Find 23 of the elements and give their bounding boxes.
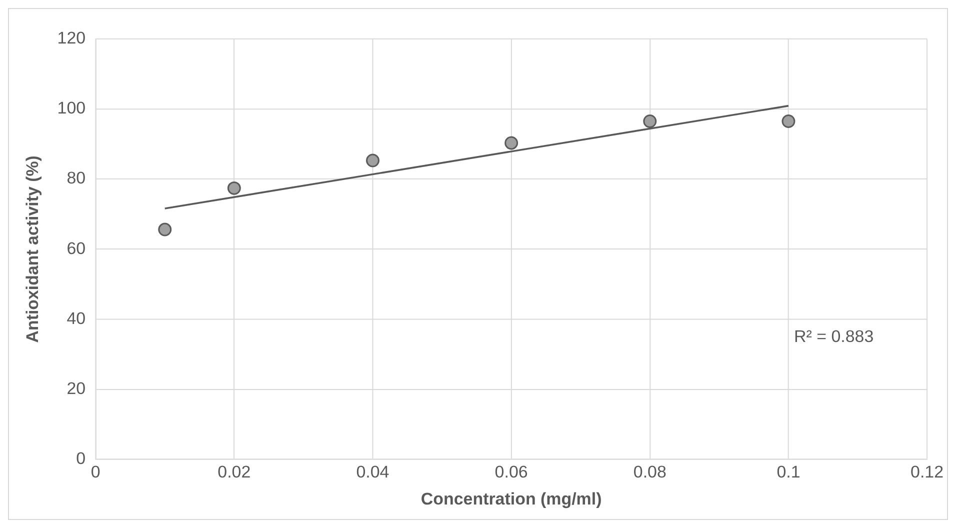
point bbox=[366, 154, 380, 168]
x-tick-label: 0.04 bbox=[356, 462, 390, 482]
point bbox=[782, 114, 796, 128]
y-tick-label: 80 bbox=[66, 168, 86, 188]
y-tick-label: 0 bbox=[76, 449, 86, 468]
point bbox=[158, 222, 172, 236]
x-tick-label: 0.12 bbox=[910, 462, 944, 482]
x-tick-label: 0.06 bbox=[494, 462, 528, 482]
x-tick-label: 0 bbox=[90, 462, 100, 482]
y-tick-label: 20 bbox=[66, 379, 86, 398]
x-tick-label: 0.08 bbox=[633, 462, 666, 482]
y-tick-label: 120 bbox=[57, 28, 86, 48]
x-tick-label: 0.02 bbox=[218, 462, 251, 482]
y-tick-label: 40 bbox=[66, 308, 86, 328]
point bbox=[227, 181, 241, 195]
annotation: R² = 0.883 bbox=[794, 327, 874, 346]
y-tick-label: 100 bbox=[57, 98, 86, 118]
point bbox=[504, 136, 518, 150]
x-axis-title: Concentration (mg/ml) bbox=[420, 490, 602, 509]
point bbox=[643, 114, 657, 128]
y-axis-title: Antioxidant activity (%) bbox=[22, 156, 42, 343]
y-tick-label: 60 bbox=[66, 238, 86, 258]
x-tick-label: 0.1 bbox=[776, 462, 800, 482]
